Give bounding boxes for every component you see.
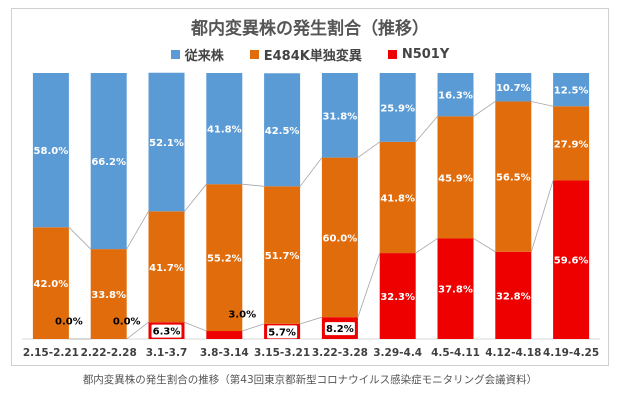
legend-item-0: 従来株 (170, 45, 224, 64)
bar-従来株-7 (437, 73, 474, 117)
data-label-E484K単独変異-0: 42.0% (34, 279, 69, 290)
data-label-従来株-8: 10.7% (496, 83, 531, 94)
bar-従来株-0 (32, 73, 69, 228)
data-label-N501Y-1: 0.0% (113, 316, 141, 327)
data-label-E484K単独変異-3: 55.2% (207, 254, 242, 265)
bar-E484K単独変異-1 (90, 249, 127, 339)
chart-title: 都内変異株の発生割合（推移） (191, 19, 429, 39)
x-tick-label: 2.22-2.28 (81, 347, 137, 359)
series-connector-line (415, 116, 438, 143)
data-label-従来株-6: 25.9% (380, 103, 415, 114)
x-tick-label: 3.29-4.4 (373, 347, 422, 359)
data-label-E484K単独変異-4: 51.7% (265, 251, 300, 262)
bar-E484K単独変異-0 (32, 227, 69, 339)
data-label-N501Y-3: 3.0% (228, 310, 256, 321)
series-connector-line (126, 211, 149, 250)
data-label-N501Y-6: 32.3% (380, 292, 415, 303)
bar-E484K単独変異-2 (148, 211, 185, 323)
series-connector-line (184, 321, 207, 332)
data-label-E484K単独変異-8: 56.5% (496, 173, 531, 184)
bar-N501Y-3 (206, 331, 243, 339)
figure-caption: 都内変異株の発生割合の推移（第43回東京都新型コロナウイルス感染症モニタリング会… (82, 374, 538, 386)
legend-item-2: N501Y (387, 46, 450, 62)
legend: 従来株 E484K単独変異 N501Y (11, 45, 609, 64)
legend-swatch (170, 49, 180, 59)
data-label-従来株-1: 66.2% (91, 157, 126, 168)
bar-E484K単独変異-9 (553, 106, 590, 181)
bar-従来株-9 (553, 73, 590, 107)
bar-E484K単独変異-5 (321, 157, 358, 318)
bar-従来株-4 (264, 73, 301, 187)
legend-label: E484K単独変異 (263, 48, 362, 64)
bar-N501Y-7 (437, 238, 474, 339)
bar-従来株-6 (379, 73, 416, 142)
data-label-E484K単独変異-2: 41.7% (149, 263, 184, 274)
data-label-N501Y-8: 32.8% (496, 291, 531, 302)
data-label-N501Y-2: 6.3% (153, 327, 181, 338)
bar-従来株-1 (90, 73, 127, 250)
series-connector-line (473, 238, 496, 253)
data-label-E484K単独変異-7: 45.9% (438, 173, 473, 184)
x-tick-label: 4.19-4.25 (543, 347, 599, 359)
x-tick-label: 3.1-3.7 (146, 347, 188, 359)
bar-従来株-5 (321, 73, 358, 158)
data-label-従来株-2: 52.1% (149, 138, 184, 149)
data-label-E484K単独変異-5: 60.0% (323, 233, 358, 244)
bar-N501Y-8 (495, 251, 532, 339)
series-connector-line (530, 180, 554, 252)
bar-E484K単独変異-4 (264, 186, 301, 324)
x-tick-label: 3.8-3.14 (200, 347, 249, 359)
series-connector-line (126, 321, 149, 340)
series-connector-line (299, 157, 323, 187)
data-label-bg (267, 325, 298, 339)
bar-E484K単独変異-8 (495, 101, 532, 252)
bar-従来株-8 (495, 73, 532, 102)
x-tick-label: 4.12-4.18 (485, 347, 541, 359)
data-label-bg (324, 322, 355, 336)
bar-E484K単独変異-3 (206, 184, 243, 332)
series-connector-line (357, 141, 380, 158)
data-label-従来株-7: 16.3% (438, 91, 473, 102)
bar-N501Y-6 (379, 253, 416, 339)
legend-label: N501Y (401, 46, 450, 62)
series-connector-line (357, 252, 381, 318)
data-label-N501Y-4: 5.7% (268, 327, 296, 338)
data-label-従来株-0: 58.0% (34, 146, 69, 157)
bar-従来株-2 (148, 72, 185, 212)
x-tick-label: 4.5-4.11 (431, 347, 480, 359)
data-label-E484K単独変異-6: 41.8% (380, 193, 415, 204)
legend-item-1: E484K単独変異 (249, 45, 362, 64)
bar-従来株-3 (206, 73, 243, 185)
data-label-N501Y-5: 8.2% (326, 324, 354, 335)
stacked-bar-chart: 2.15-2.21 2.22-2.28 3.1-3.7 3.8-3.14 3.15-3.… (22, 72, 600, 359)
bar-E484K単独変異-6 (379, 141, 416, 254)
series-connector-line (68, 226, 91, 250)
series-connector-line (473, 101, 496, 117)
data-label-E484K単独変異-9: 27.9% (554, 139, 589, 150)
legend-label: 従来株 (184, 48, 224, 64)
series-connector-line (415, 238, 438, 254)
data-label-従来株-3: 41.8% (207, 125, 242, 136)
legend-swatch (249, 49, 259, 59)
series-connector-line (242, 183, 265, 187)
data-label-N501Y-0: 0.0% (55, 316, 83, 327)
series-connector-line (531, 101, 554, 107)
data-label-bg (151, 324, 182, 338)
data-label-N501Y-9: 59.6% (554, 256, 589, 267)
x-tick-label: 3.22-3.28 (312, 347, 368, 359)
x-tick-label: 2.15-2.21 (23, 347, 79, 359)
series-connector-line (242, 323, 265, 332)
data-label-E484K単独変異-1: 33.8% (91, 290, 126, 301)
bar-N501Y-9 (553, 180, 590, 339)
data-label-従来株-4: 42.5% (265, 126, 300, 137)
series-connector-line (184, 183, 207, 212)
series-connector-line (299, 316, 323, 325)
bar-E484K単独変異-7 (437, 116, 474, 239)
legend-swatch (387, 49, 397, 59)
data-label-N501Y-7: 37.8% (438, 285, 473, 296)
x-tick-label: 3.15-3.21 (254, 347, 310, 359)
data-label-従来株-9: 12.5% (554, 86, 589, 97)
data-label-従来株-5: 31.8% (323, 111, 358, 122)
